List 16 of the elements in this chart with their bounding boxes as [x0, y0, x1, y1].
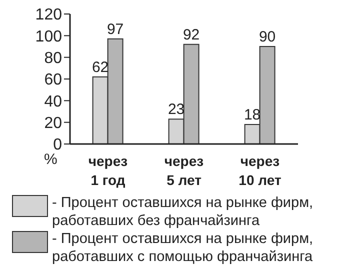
- legend-label: - Процент оставшихся на рынке фирм, работавших с помощью франчайзинга: [52, 230, 314, 266]
- legend-label: - Процент оставшихся на рынке фирм, работавших без франчайзинга: [52, 194, 314, 230]
- y-tick-label: 120: [35, 6, 62, 24]
- y-tick-label: 80: [44, 50, 62, 68]
- y-tick-label: 100: [35, 28, 62, 46]
- data-label: 92: [182, 26, 200, 44]
- y-tick-label: 20: [44, 115, 62, 132]
- y-tick-label: 40: [44, 93, 62, 110]
- x-tick-label: через 10 лет: [238, 153, 282, 188]
- data-label: 97: [106, 20, 124, 38]
- y-tick-label: 0: [53, 136, 62, 154]
- x-tick-label: через 1 год: [88, 153, 128, 188]
- y-axis-title: %: [44, 151, 58, 168]
- data-label: 90: [258, 28, 276, 46]
- x-tick-label: через 5 лет: [164, 153, 204, 188]
- y-tick-label: 60: [44, 72, 62, 89]
